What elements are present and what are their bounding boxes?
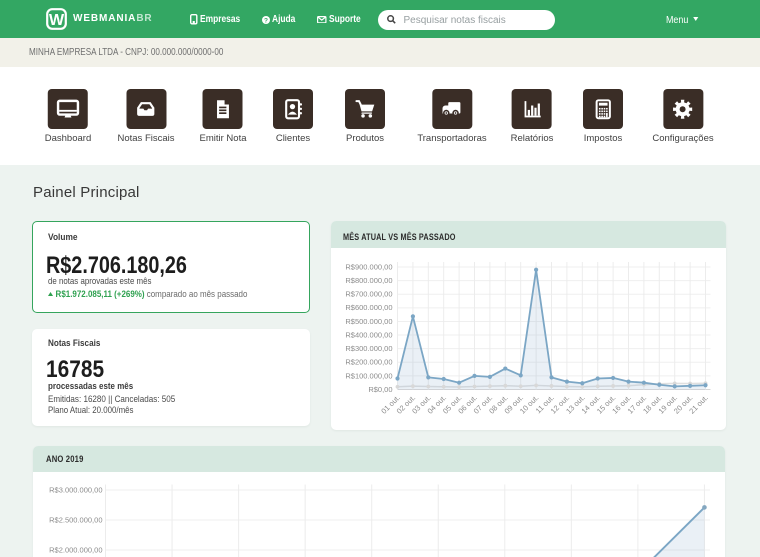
svg-text:R$900.000,00: R$900.000,00 <box>345 262 392 271</box>
svg-text:R$100.000,00: R$100.000,00 <box>345 371 392 380</box>
svg-text:R$400.000,00: R$400.000,00 <box>345 330 392 339</box>
svg-text:R$500.000,00: R$500.000,00 <box>345 317 392 326</box>
svg-text:R$200.000,00: R$200.000,00 <box>345 358 392 367</box>
svg-text:?: ? <box>264 17 268 24</box>
svg-text:R$2.000.000,00: R$2.000.000,00 <box>49 545 102 554</box>
svg-text:R$800.000,00: R$800.000,00 <box>345 276 392 285</box>
svg-text:R$0,00: R$0,00 <box>368 385 392 394</box>
svg-text:R$700.000,00: R$700.000,00 <box>345 290 392 299</box>
svg-text:R$600.000,00: R$600.000,00 <box>345 303 392 312</box>
svg-text:R$300.000,00: R$300.000,00 <box>345 344 392 353</box>
svg-text:R$3.000.000,00: R$3.000.000,00 <box>49 485 102 494</box>
svg-text:W: W <box>49 12 65 29</box>
svg-text:R$2.500.000,00: R$2.500.000,00 <box>49 515 102 524</box>
